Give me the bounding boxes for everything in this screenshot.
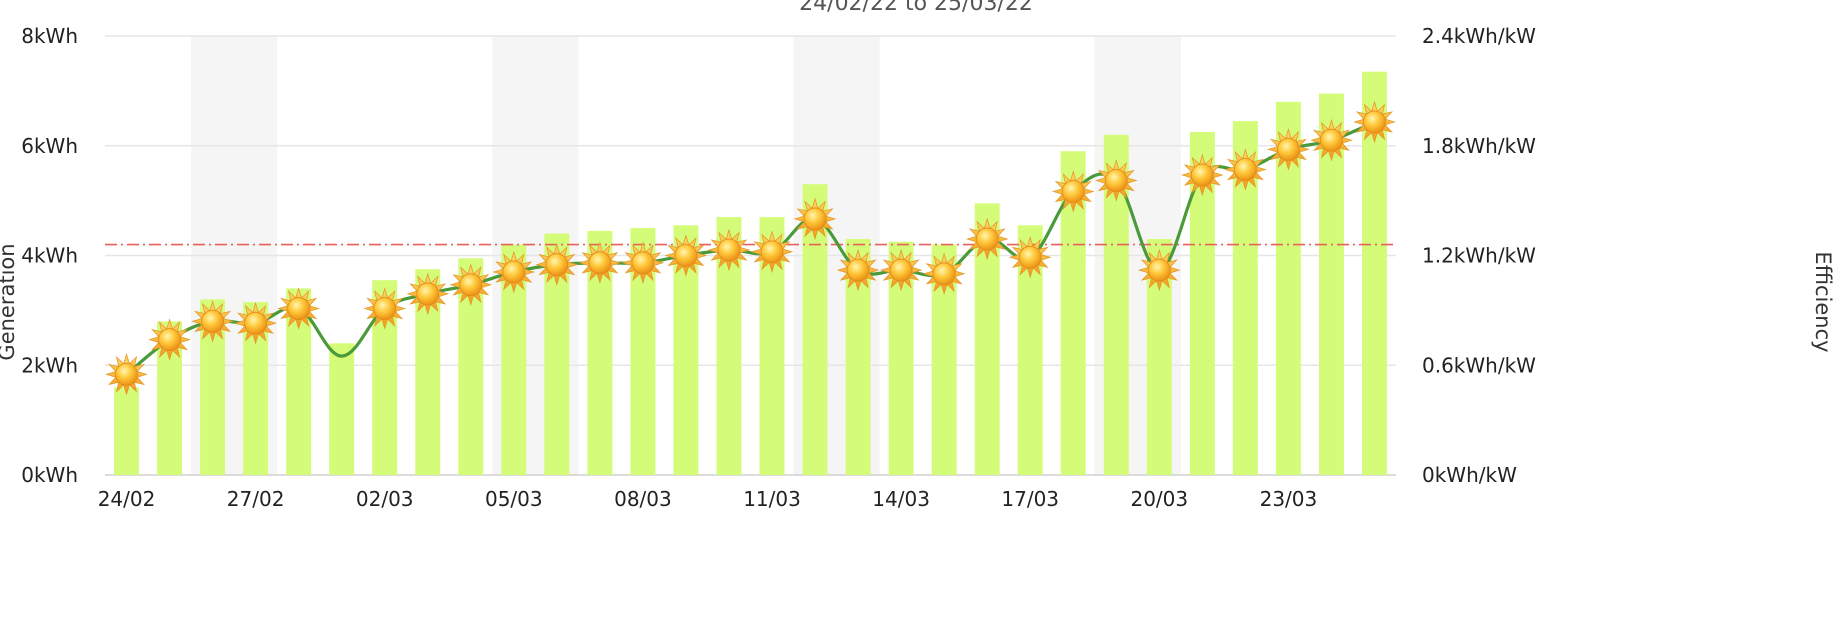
sun-icon (191, 300, 234, 343)
y-axis-left-ticks: 0kWh 2kWh 4kWh 6kWh 8kWh (21, 24, 78, 487)
x-axis-ticks: 24/02 27/02 02/03 05/03 08/03 11/03 14/03 17/03… (98, 487, 1318, 511)
y-left-tick-label: 6kWh (21, 134, 78, 158)
sun-icon (1267, 128, 1310, 171)
sun-icon (793, 197, 837, 241)
y-left-tick-label: 8kWh (21, 24, 78, 48)
sun-icon (1180, 153, 1224, 197)
x-tick-label: 08/03 (614, 487, 672, 511)
sun-icon (535, 243, 579, 286)
sun-icon (492, 250, 536, 294)
sun-icon (1224, 148, 1267, 191)
sun-icon (922, 252, 966, 296)
x-tick-label: 27/02 (227, 487, 285, 511)
sun-icon (1008, 235, 1052, 279)
sun-icon (750, 230, 794, 274)
y-axis-left-title: Generation (0, 243, 19, 360)
grid-lines (105, 35, 1396, 476)
efficiency-line-path (125, 120, 1376, 376)
sun-icon (965, 217, 1009, 261)
generation-bars (114, 71, 1387, 476)
x-tick-label: 20/03 (1130, 487, 1188, 511)
sun-icon (234, 301, 277, 345)
efficiency-markers (105, 100, 1396, 396)
x-tick-label: 11/03 (743, 487, 801, 511)
sun-icon (664, 234, 708, 277)
x-tick-label: 02/03 (356, 487, 414, 511)
y-right-tick-label: 2.4kWh/kW (1422, 24, 1536, 48)
sun-icon (1353, 100, 1396, 144)
y-right-tick-label: 0kWh/kW (1422, 463, 1517, 487)
x-tick-label: 23/03 (1260, 487, 1318, 511)
sun-icon (1310, 118, 1353, 162)
sun-icon (105, 353, 148, 396)
y-axis-right-title: Efficiency (1811, 251, 1835, 352)
y-right-tick-label: 1.8kWh/kW (1422, 134, 1536, 158)
y-left-tick-label: 0kWh (21, 463, 78, 487)
y-left-tick-label: 2kWh (21, 353, 78, 377)
sun-icon (1137, 248, 1181, 292)
chart-subtitle: 24/02/22 to 25/03/22 (799, 0, 1033, 16)
sun-icon (148, 318, 191, 361)
efficiency-line (125, 120, 1376, 376)
y-left-tick-label: 4kWh (21, 244, 78, 268)
y-right-tick-label: 0.6kWh/kW (1422, 353, 1536, 377)
sun-icon (449, 263, 493, 307)
x-tick-label: 14/03 (872, 487, 930, 511)
sun-icon (363, 287, 407, 330)
sun-icon (707, 228, 751, 272)
sun-icon (1094, 159, 1138, 202)
sun-icon (406, 272, 450, 316)
y-right-tick-label: 1.2kWh/kW (1422, 244, 1536, 268)
sun-icon (1051, 170, 1095, 213)
x-tick-label: 17/03 (1001, 487, 1059, 511)
y-axis-right-ticks: 0kWh/kW 0.6kWh/kW 1.2kWh/kW 1.8kWh/kW 2.4kWh… (1422, 24, 1536, 487)
x-tick-label: 24/02 (98, 487, 156, 511)
sun-icon (578, 241, 622, 285)
bar-24/02 (114, 387, 139, 475)
sun-icon (879, 248, 923, 292)
sun-icon (277, 287, 320, 330)
sun-icon (836, 248, 880, 292)
x-tick-label: 05/03 (485, 487, 543, 511)
sun-icon (621, 241, 665, 285)
bar-01/03 (329, 343, 355, 475)
